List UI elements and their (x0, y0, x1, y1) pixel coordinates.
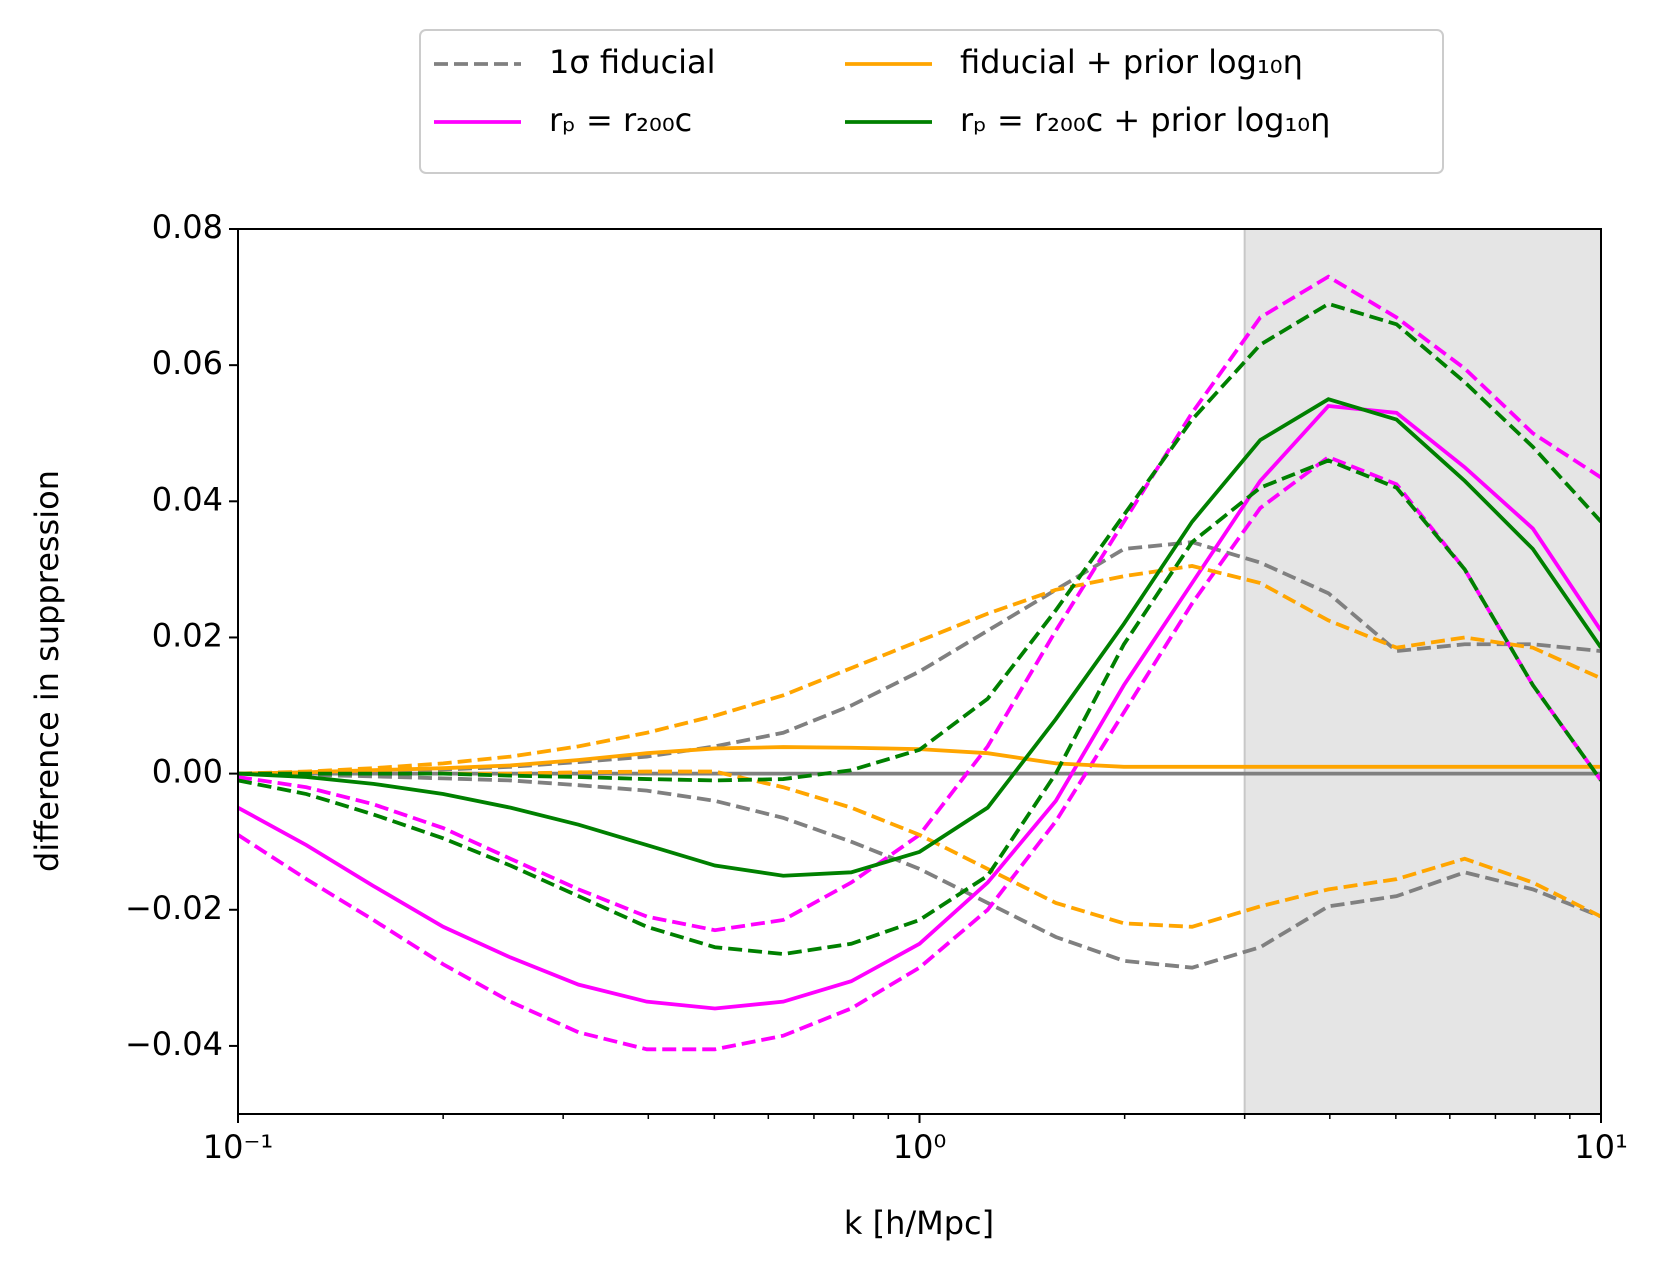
series-line (238, 404, 1601, 1011)
y-axis-label: difference in suppression (28, 470, 66, 872)
series-line (238, 301, 1601, 783)
legend-label: rₚ = r₂₀₀c + prior log₁₀η (960, 101, 1330, 139)
x-tick-label: 10¹ (1574, 1128, 1628, 1166)
y-tick-label: −0.02 (125, 889, 223, 927)
series-line (238, 454, 1601, 1052)
x-tick-label: 10⁰ (893, 1128, 947, 1166)
y-tick-label: 0.00 (152, 753, 223, 791)
legend-box (419, 29, 1444, 174)
x-axis-label: k [h/Mpc] (844, 1204, 994, 1242)
legend: 1σ fiducial rₚ = r₂₀₀c fiducial + prior lo… (419, 29, 1444, 174)
series-line (238, 564, 1601, 776)
y-tick-label: −0.04 (125, 1025, 223, 1063)
shaded-region (1244, 229, 1601, 1114)
y-tick-label: 0.02 (152, 616, 223, 654)
plot-lines (238, 274, 1601, 1052)
legend-label: rₚ = r₂₀₀c (549, 101, 692, 139)
x-tick-label: 10⁻¹ (203, 1128, 273, 1166)
y-tick-label: 0.08 (152, 208, 223, 246)
y-tick-label: 0.04 (152, 480, 223, 518)
legend-label: 1σ fiducial (549, 43, 716, 81)
series-line (238, 397, 1601, 878)
legend-label: fiducial + prior log₁₀η (960, 43, 1303, 81)
series-line (238, 771, 1601, 970)
y-tick-label: 0.06 (152, 344, 223, 382)
